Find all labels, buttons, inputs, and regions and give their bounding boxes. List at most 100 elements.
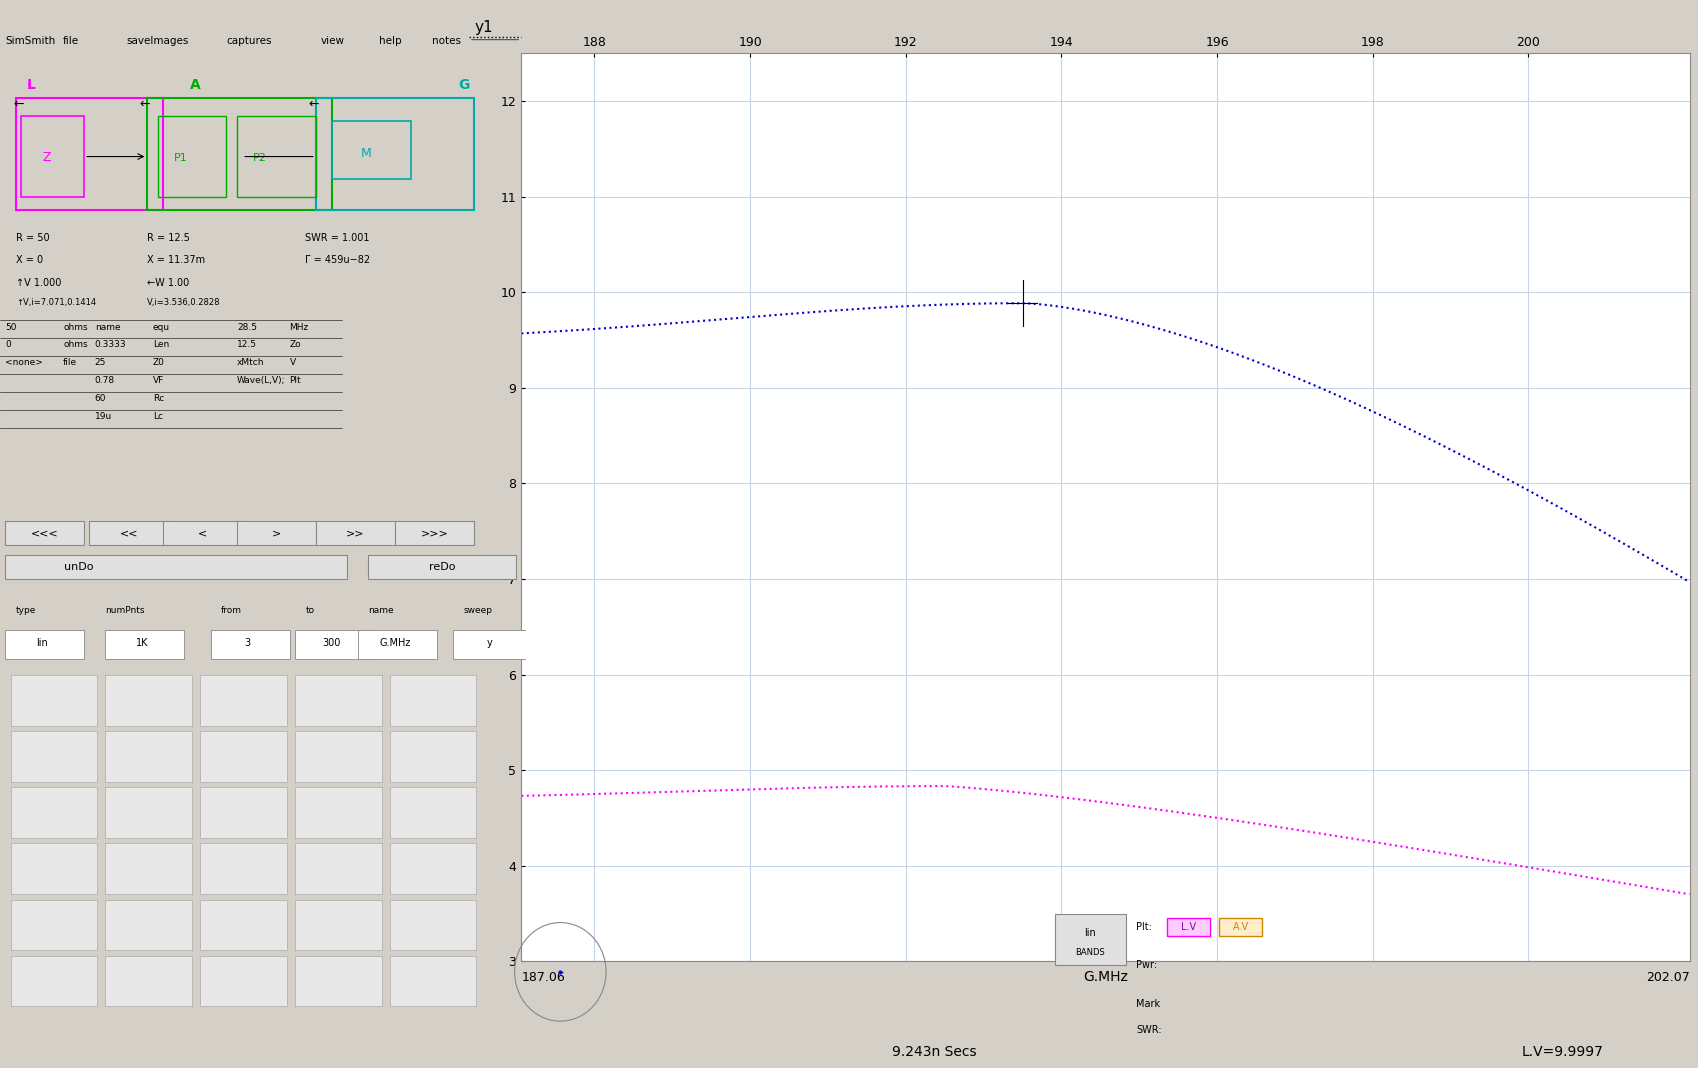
Text: ←W 1.00: ←W 1.00	[148, 278, 190, 287]
Text: Pwr:: Pwr:	[1136, 960, 1156, 971]
Bar	[316, 98, 474, 210]
Text: 300: 300	[323, 638, 341, 648]
Text: A: A	[190, 78, 200, 92]
Text: <: <	[199, 529, 207, 538]
Text: xMtch: xMtch	[238, 359, 265, 367]
Text: numPnts: numPnts	[105, 607, 144, 615]
Bar	[295, 899, 382, 951]
Bar	[1219, 918, 1262, 936]
Text: ohms: ohms	[63, 323, 88, 331]
Text: MHz: MHz	[289, 323, 309, 331]
Bar	[200, 675, 287, 725]
Text: help: help	[379, 36, 402, 46]
Bar	[358, 630, 436, 659]
Bar	[1054, 914, 1126, 965]
Bar	[295, 844, 382, 894]
Bar	[389, 675, 477, 725]
Text: M: M	[360, 146, 372, 159]
Text: SWR = 1.001: SWR = 1.001	[306, 233, 370, 242]
Text: name: name	[95, 323, 121, 331]
Text: 12.5: 12.5	[238, 341, 256, 349]
Text: X = 11.37m: X = 11.37m	[148, 255, 205, 265]
Text: Zo: Zo	[289, 341, 301, 349]
Bar	[295, 956, 382, 1006]
Text: Mark: Mark	[1136, 999, 1160, 1009]
Text: >: >	[272, 529, 280, 538]
Text: 187.06: 187.06	[521, 971, 565, 984]
Text: lin: lin	[1083, 928, 1095, 939]
Bar	[200, 732, 287, 782]
Text: file: file	[63, 36, 80, 46]
Text: G.MHz: G.MHz	[379, 638, 411, 648]
Text: Lc: Lc	[153, 412, 163, 421]
Bar	[148, 98, 331, 210]
Text: P1: P1	[173, 153, 187, 163]
Bar	[200, 956, 287, 1006]
Text: 9.243n Secs: 9.243n Secs	[891, 1045, 976, 1059]
Text: 25: 25	[95, 359, 105, 367]
Bar	[389, 899, 477, 951]
Bar	[105, 732, 192, 782]
Bar	[105, 787, 192, 837]
Text: Wave(L,V);: Wave(L,V);	[238, 376, 285, 386]
Text: P2: P2	[253, 153, 267, 163]
Text: Plt: Plt	[289, 376, 301, 386]
Text: to: to	[306, 607, 314, 615]
Text: equ: equ	[153, 323, 170, 331]
Text: unDo: unDo	[65, 562, 93, 571]
Text: Γ = 459u−82: Γ = 459u−82	[306, 255, 370, 265]
Bar	[10, 956, 97, 1006]
Bar	[20, 116, 85, 197]
Text: ←: ←	[139, 97, 149, 110]
Text: L.V: L.V	[1180, 922, 1195, 932]
Text: V: V	[289, 359, 295, 367]
Bar	[1167, 918, 1209, 936]
Bar	[200, 899, 287, 951]
Bar	[389, 787, 477, 837]
Text: <<<: <<<	[31, 529, 59, 538]
Text: 202.07: 202.07	[1645, 971, 1690, 984]
Text: VF: VF	[153, 376, 165, 386]
Text: saveImages: saveImages	[126, 36, 188, 46]
Bar	[331, 121, 411, 179]
Text: 28.5: 28.5	[238, 323, 256, 331]
Text: L.V=9.9997: L.V=9.9997	[1521, 1045, 1603, 1059]
Text: G: G	[458, 78, 469, 92]
Text: ohms: ohms	[63, 341, 88, 349]
Text: SimSmith: SimSmith	[5, 36, 56, 46]
Bar	[200, 787, 287, 837]
Bar	[200, 844, 287, 894]
Text: R = 12.5: R = 12.5	[148, 233, 190, 242]
Bar	[316, 521, 394, 545]
Text: 19u: 19u	[95, 412, 112, 421]
Text: ←: ←	[307, 97, 319, 110]
Text: 0.78: 0.78	[95, 376, 115, 386]
Text: 1K: 1K	[136, 638, 148, 648]
Bar	[295, 787, 382, 837]
Bar	[5, 630, 85, 659]
Bar	[90, 521, 168, 545]
Text: 3: 3	[245, 638, 251, 648]
Text: name: name	[368, 607, 394, 615]
Text: L: L	[27, 78, 36, 92]
Bar	[10, 844, 97, 894]
Text: 50: 50	[5, 323, 17, 331]
Text: ←: ←	[14, 97, 24, 110]
Bar	[105, 844, 192, 894]
Text: Plt:: Plt:	[1136, 922, 1151, 932]
Text: 60: 60	[95, 394, 107, 404]
Bar	[105, 956, 192, 1006]
Text: lin: lin	[36, 638, 48, 648]
Text: file: file	[63, 359, 78, 367]
Text: 0: 0	[5, 341, 10, 349]
Bar	[105, 630, 183, 659]
Text: Z0: Z0	[153, 359, 165, 367]
Text: ↑V 1.000: ↑V 1.000	[15, 278, 61, 287]
Text: V,i=3.536,0.2828: V,i=3.536,0.2828	[148, 298, 221, 307]
Bar	[163, 521, 243, 545]
Bar	[389, 844, 477, 894]
Bar	[389, 956, 477, 1006]
Bar	[295, 732, 382, 782]
Bar	[5, 555, 348, 579]
Bar	[15, 98, 163, 210]
